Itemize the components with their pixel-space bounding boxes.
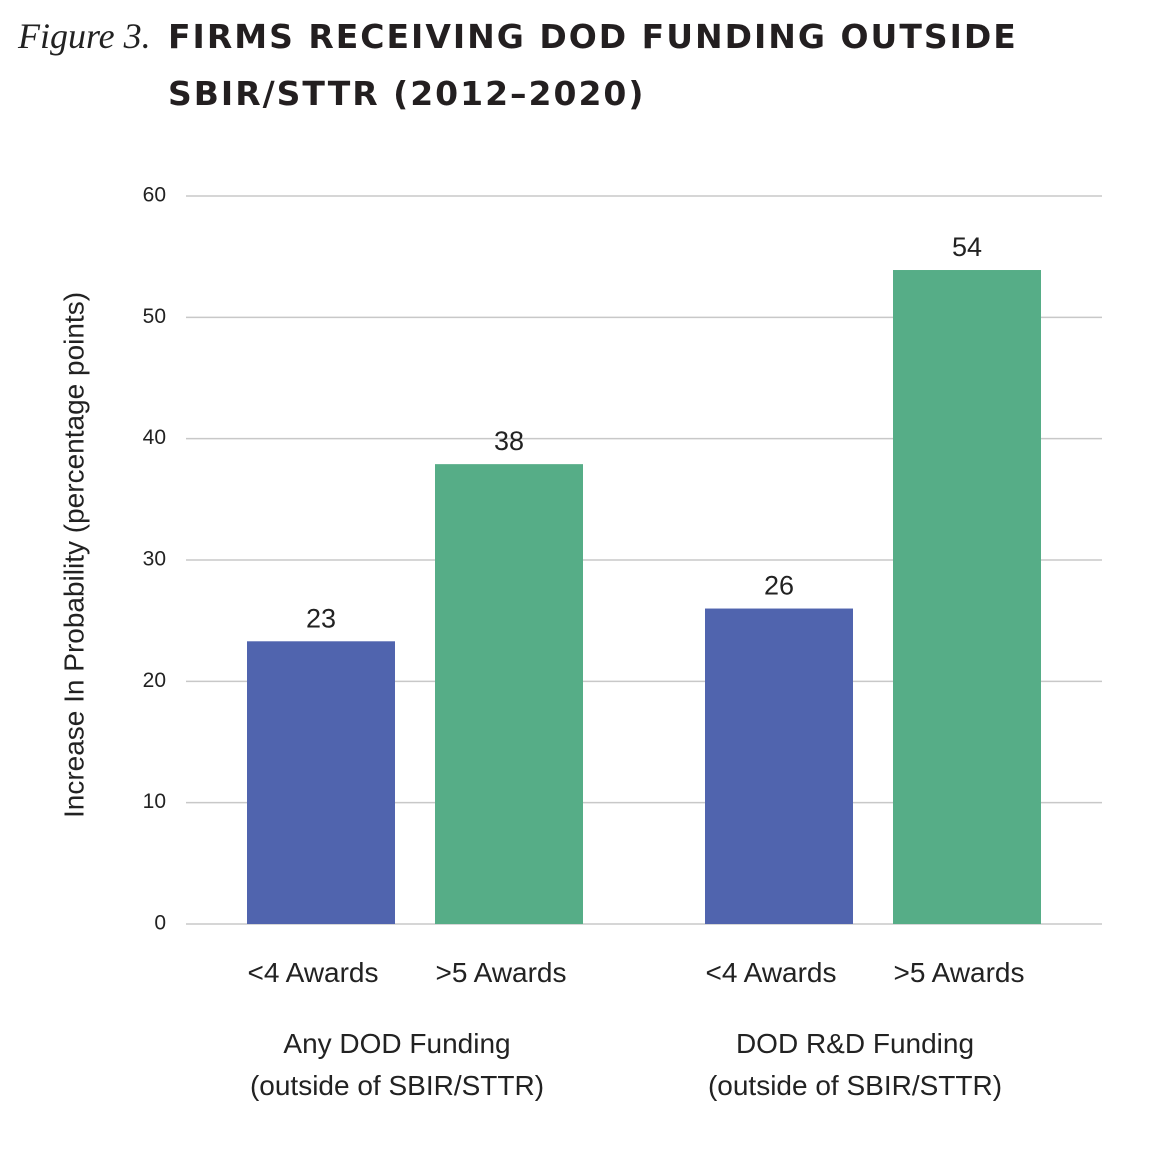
x-tick-label: <4 Awards — [705, 957, 836, 988]
bar — [247, 641, 395, 924]
y-tick-label: 0 — [154, 912, 166, 935]
y-tick-label: 30 — [143, 548, 166, 571]
value-label: 23 — [306, 603, 336, 633]
y-tick-label: 60 — [143, 184, 166, 207]
bar — [705, 608, 853, 924]
value-label: 26 — [764, 571, 794, 601]
value-label: 54 — [952, 232, 982, 262]
group-label: (outside of SBIR/STTR) — [250, 1070, 544, 1101]
y-tick-label: 20 — [143, 669, 166, 692]
group-label: (outside of SBIR/STTR) — [708, 1070, 1002, 1101]
group-label: DOD R&D Funding — [736, 1028, 974, 1059]
x-tick-label: >5 Awards — [893, 957, 1024, 988]
y-axis-label: Increase In Probability (percentage poin… — [58, 292, 89, 818]
y-tick-label: 10 — [143, 790, 166, 813]
figure-label: Figure 3. — [17, 16, 151, 56]
x-tick-label: <4 Awards — [247, 957, 378, 988]
chart-title: SBIR/STTR (2012–2020) — [168, 74, 645, 113]
y-tick-label: 40 — [143, 426, 166, 449]
group-label: Any DOD Funding — [283, 1028, 510, 1059]
bar — [893, 270, 1041, 925]
y-tick-label: 50 — [143, 305, 166, 328]
bar — [435, 464, 583, 924]
x-tick-label: >5 Awards — [435, 957, 566, 988]
chart-title: FIRMS RECEIVING DOD FUNDING OUTSIDE — [168, 17, 1018, 56]
value-label: 38 — [494, 426, 524, 456]
